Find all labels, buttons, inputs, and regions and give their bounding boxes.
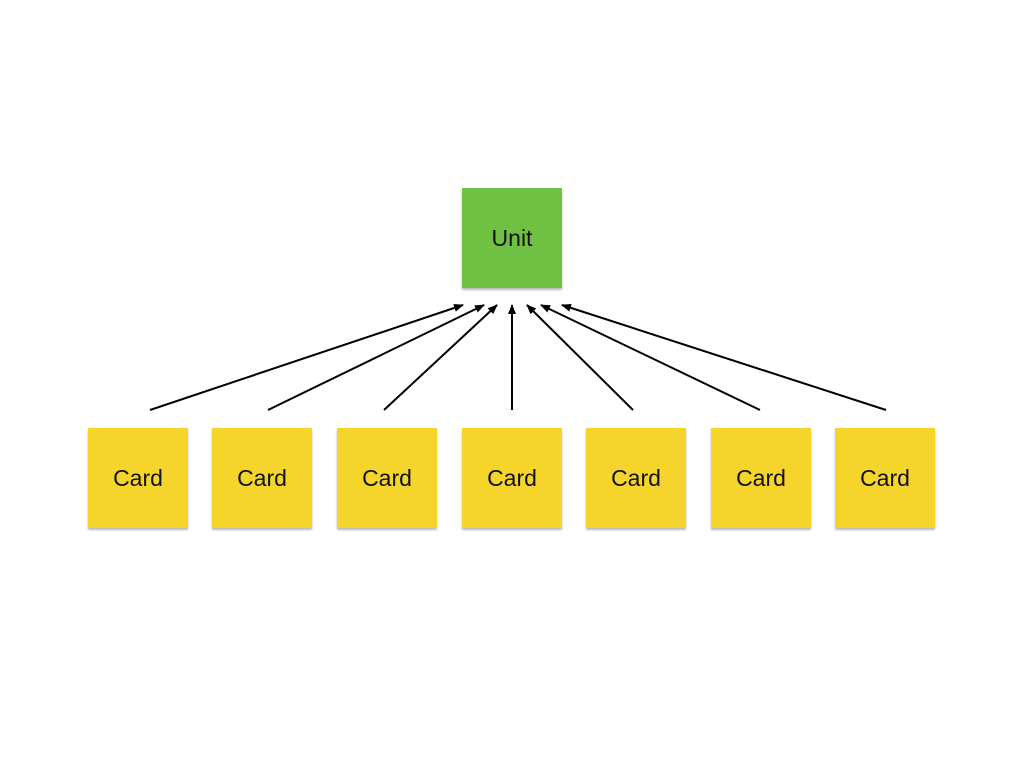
card-node-6: Card [711,428,811,528]
arrow-card-5-to-unit [526,304,634,411]
card-node-2: Card [212,428,312,528]
arrow-card-2-to-unit [267,304,485,411]
card-label: Card [113,464,163,491]
unit-node: Unit [462,188,562,288]
card-node-5: Card [586,428,686,528]
card-node-7: Card [835,428,935,528]
card-node-1: Card [88,428,188,528]
card-node-4: Card [462,428,562,528]
arrow-card-1-to-unit [149,304,464,411]
unit-label: Unit [491,224,533,251]
card-label: Card [611,464,661,491]
card-label: Card [362,464,412,491]
arrow-card-7-to-unit [561,303,887,411]
arrow-card-3-to-unit [383,304,498,411]
card-label: Card [860,464,910,491]
card-label: Card [487,464,537,491]
arrow-card-6-to-unit [540,304,761,411]
card-label: Card [237,464,287,491]
card-node-3: Card [337,428,437,528]
card-label: Card [736,464,786,491]
